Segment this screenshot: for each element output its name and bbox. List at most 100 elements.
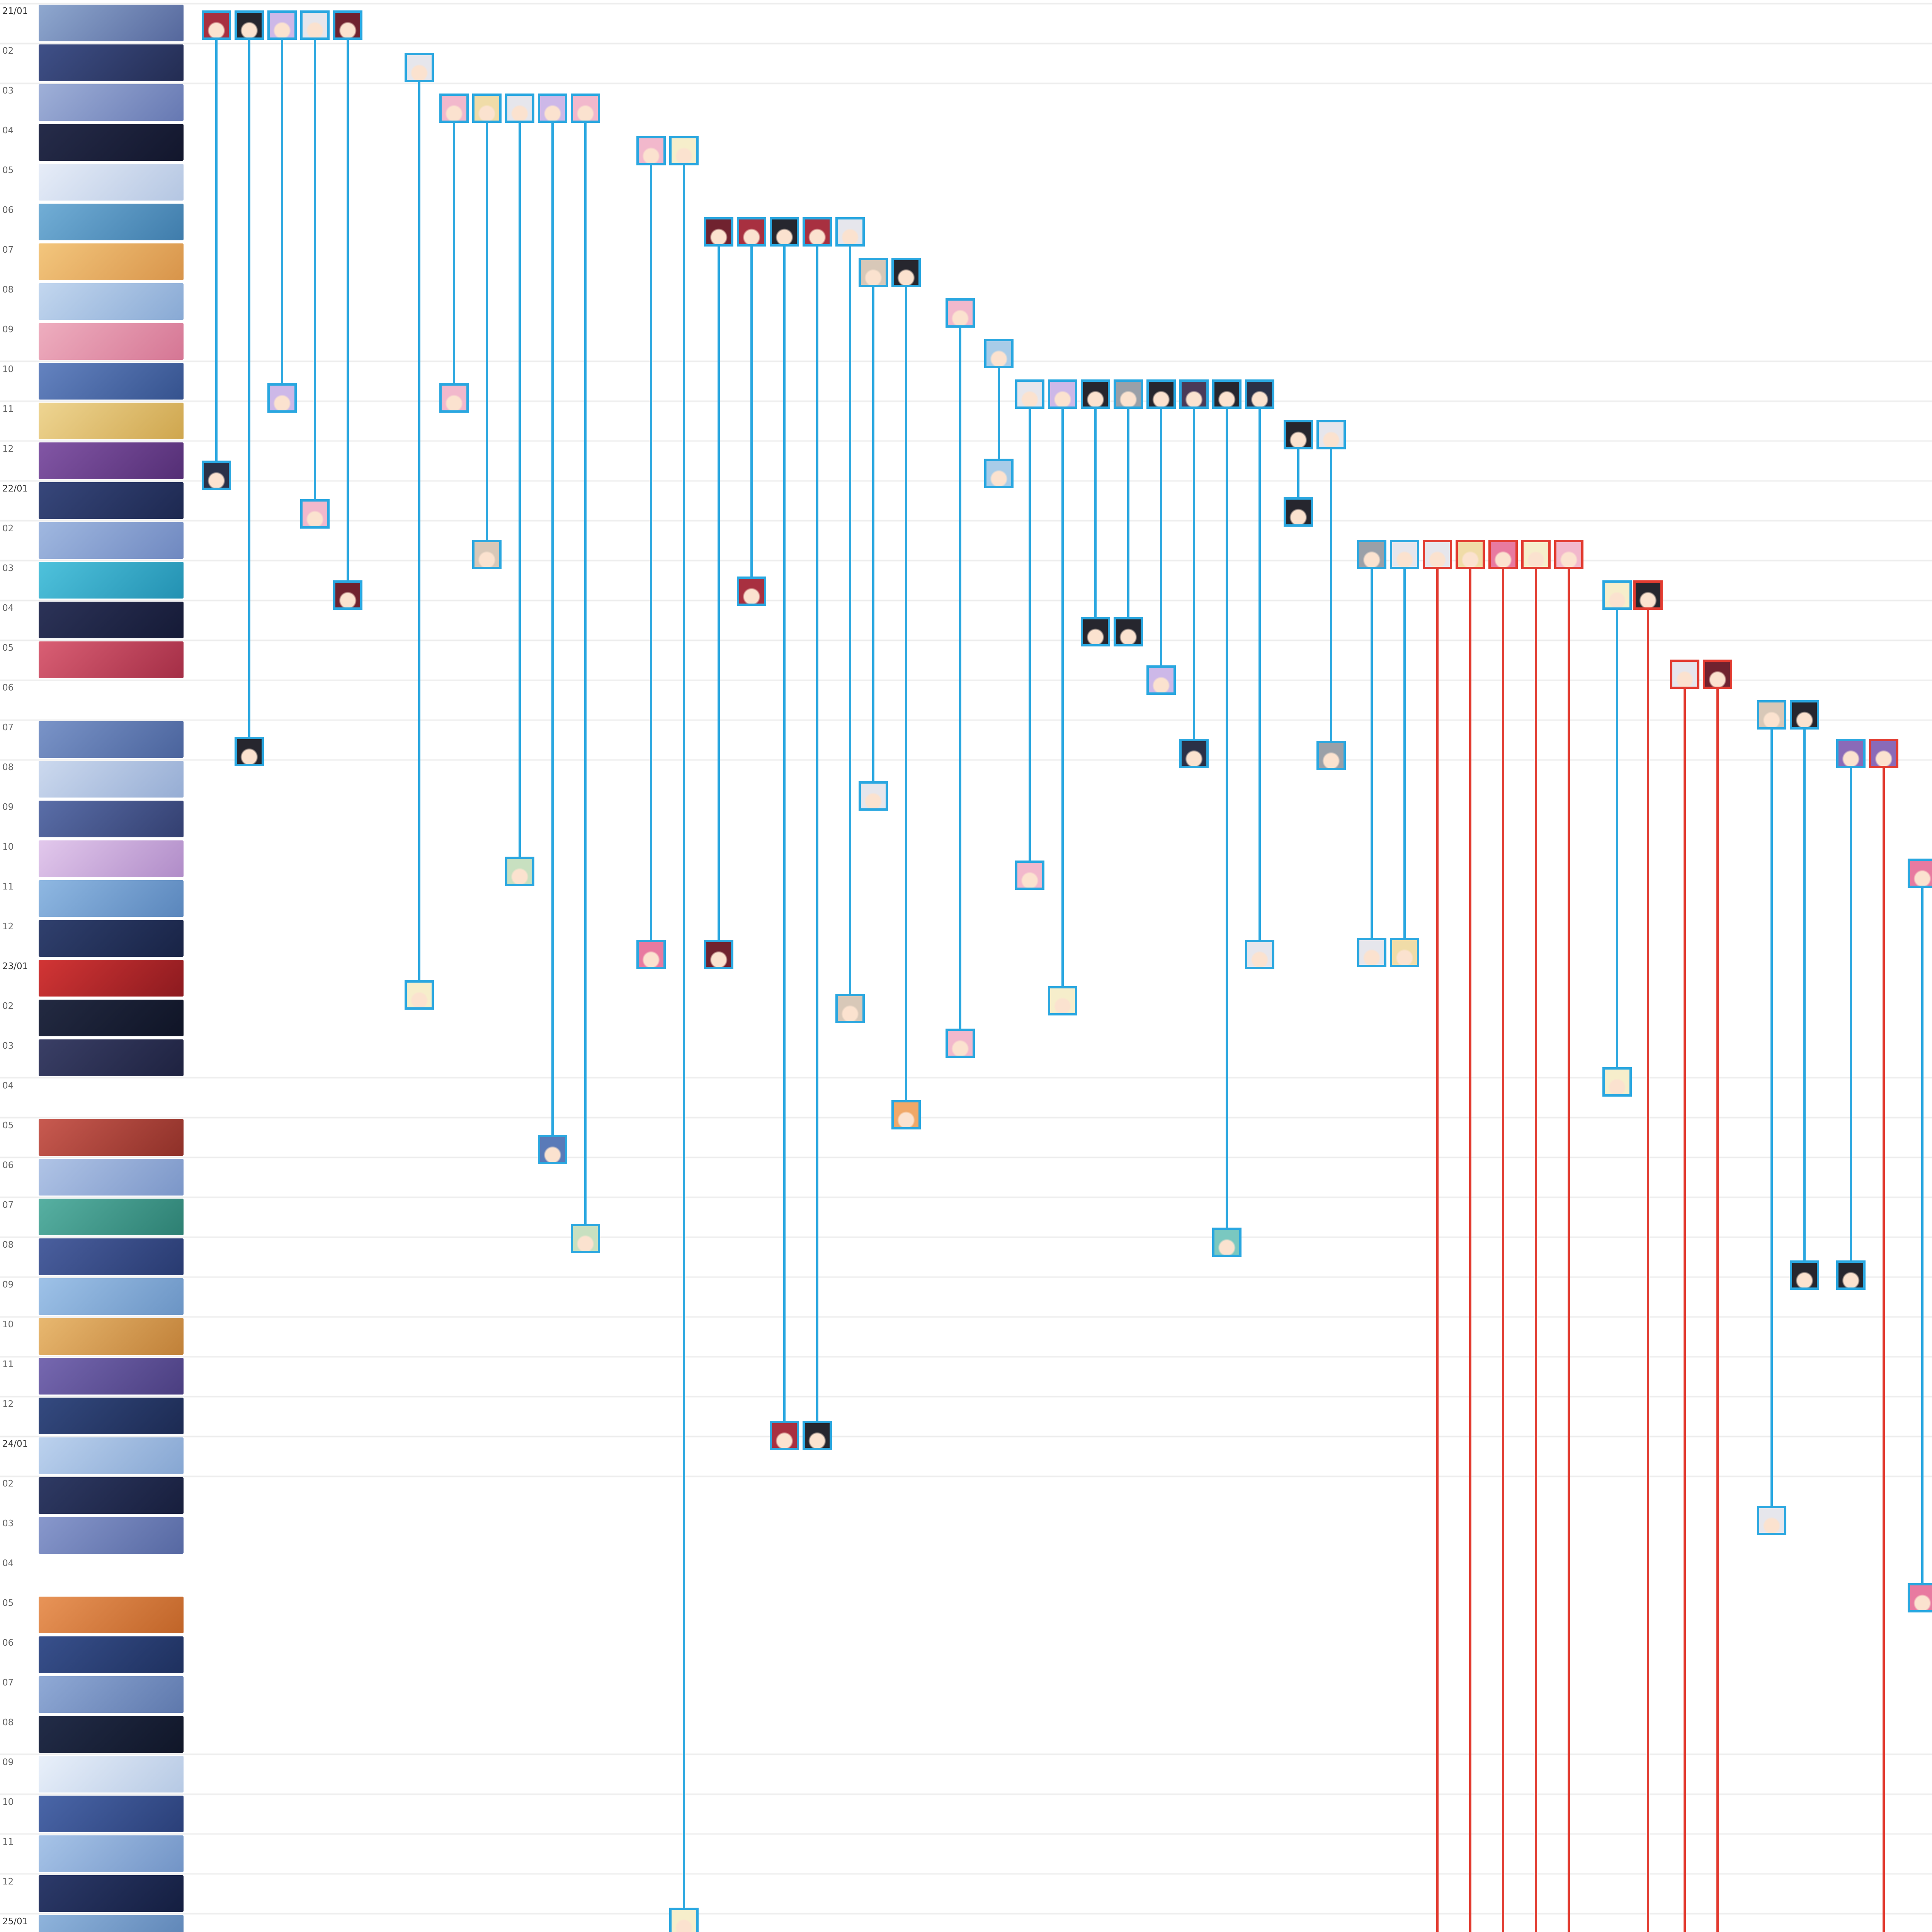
- avatar-node[interactable]: [1357, 540, 1386, 569]
- avatar-node[interactable]: [235, 10, 264, 40]
- avatar-node[interactable]: [472, 94, 502, 123]
- avatar-node[interactable]: [1390, 540, 1419, 569]
- stream-thumbnail[interactable]: [39, 1159, 184, 1196]
- avatar-node[interactable]: [1390, 938, 1419, 967]
- avatar-node[interactable]: [704, 217, 733, 247]
- stream-thumbnail[interactable]: [39, 562, 184, 599]
- avatar-node[interactable]: [1179, 379, 1209, 409]
- avatar-node[interactable]: [1757, 1506, 1786, 1535]
- avatar-node[interactable]: [405, 980, 434, 1010]
- avatar-node[interactable]: [202, 461, 231, 490]
- avatar-node[interactable]: [1114, 617, 1143, 646]
- avatar-node[interactable]: [1146, 665, 1176, 695]
- stream-thumbnail[interactable]: [39, 323, 184, 360]
- avatar-node[interactable]: [1179, 739, 1209, 768]
- stream-thumbnail[interactable]: [39, 1636, 184, 1673]
- avatar-node[interactable]: [1081, 617, 1110, 646]
- avatar-node[interactable]: [300, 499, 330, 529]
- avatar-node[interactable]: [1212, 1228, 1242, 1257]
- stream-thumbnail[interactable]: [39, 522, 184, 559]
- avatar-node[interactable]: [835, 217, 865, 247]
- stream-thumbnail[interactable]: [39, 283, 184, 320]
- avatar-node[interactable]: [737, 217, 766, 247]
- avatar-node[interactable]: [1602, 580, 1632, 610]
- stream-thumbnail[interactable]: [39, 243, 184, 280]
- stream-thumbnail[interactable]: [39, 1597, 184, 1633]
- avatar-node[interactable]: [803, 217, 832, 247]
- stream-thumbnail[interactable]: [39, 721, 184, 758]
- avatar-node[interactable]: [669, 1908, 699, 1932]
- avatar-node[interactable]: [1316, 420, 1346, 449]
- avatar-node[interactable]: [538, 1135, 567, 1164]
- avatar-node[interactable]: [1456, 540, 1485, 569]
- stream-thumbnail[interactable]: [39, 1676, 184, 1713]
- stream-thumbnail[interactable]: [39, 44, 184, 81]
- stream-thumbnail[interactable]: [39, 442, 184, 479]
- stream-thumbnail[interactable]: [39, 801, 184, 837]
- avatar-node[interactable]: [859, 258, 888, 287]
- avatar-node[interactable]: [835, 994, 865, 1023]
- avatar-node[interactable]: [1015, 861, 1044, 890]
- stream-thumbnail[interactable]: [39, 761, 184, 798]
- avatar-node[interactable]: [1284, 497, 1313, 527]
- avatar-node[interactable]: [1245, 379, 1274, 409]
- avatar-node[interactable]: [803, 1421, 832, 1450]
- stream-thumbnail[interactable]: [39, 1039, 184, 1076]
- stream-thumbnail[interactable]: [39, 1199, 184, 1235]
- avatar-node[interactable]: [1048, 379, 1077, 409]
- avatar-node[interactable]: [1245, 940, 1274, 969]
- avatar-node[interactable]: [1869, 739, 1898, 768]
- avatar-node[interactable]: [1633, 580, 1663, 610]
- stream-thumbnail[interactable]: [39, 1756, 184, 1793]
- avatar-node[interactable]: [1836, 739, 1866, 768]
- avatar-node[interactable]: [737, 577, 766, 606]
- stream-thumbnail[interactable]: [39, 1318, 184, 1355]
- avatar-node[interactable]: [1212, 379, 1242, 409]
- avatar-node[interactable]: [946, 298, 975, 328]
- avatar-node[interactable]: [946, 1029, 975, 1058]
- avatar-node[interactable]: [439, 94, 469, 123]
- avatar-node[interactable]: [267, 10, 297, 40]
- stream-thumbnail[interactable]: [39, 363, 184, 400]
- stream-thumbnail[interactable]: [39, 1000, 184, 1036]
- avatar-node[interactable]: [1423, 540, 1452, 569]
- stream-thumbnail[interactable]: [39, 1119, 184, 1156]
- avatar-node[interactable]: [1284, 420, 1313, 449]
- stream-thumbnail[interactable]: [39, 84, 184, 121]
- avatar-node[interactable]: [704, 940, 733, 969]
- avatar-node[interactable]: [405, 53, 434, 82]
- stream-thumbnail[interactable]: [39, 1278, 184, 1315]
- avatar-node[interactable]: [770, 1421, 799, 1450]
- avatar-node[interactable]: [1908, 859, 1932, 888]
- stream-thumbnail[interactable]: [39, 960, 184, 997]
- stream-thumbnail[interactable]: [39, 1915, 184, 1932]
- avatar-node[interactable]: [1670, 660, 1699, 689]
- stream-thumbnail[interactable]: [39, 1437, 184, 1474]
- stream-thumbnail[interactable]: [39, 1716, 184, 1753]
- stream-thumbnail[interactable]: [39, 1875, 184, 1912]
- stream-thumbnail[interactable]: [39, 482, 184, 519]
- stream-thumbnail[interactable]: [39, 602, 184, 638]
- avatar-node[interactable]: [891, 1100, 921, 1129]
- avatar-node[interactable]: [1081, 379, 1110, 409]
- avatar-node[interactable]: [1146, 379, 1176, 409]
- avatar-node[interactable]: [1790, 1260, 1819, 1290]
- avatar-node[interactable]: [636, 136, 666, 165]
- avatar-node[interactable]: [1554, 540, 1583, 569]
- stream-thumbnail[interactable]: [39, 1477, 184, 1514]
- stream-thumbnail[interactable]: [39, 204, 184, 240]
- avatar-node[interactable]: [1757, 700, 1786, 730]
- avatar-node[interactable]: [1488, 540, 1518, 569]
- stream-thumbnail[interactable]: [39, 920, 184, 957]
- avatar-node[interactable]: [891, 258, 921, 287]
- avatar-node[interactable]: [1316, 741, 1346, 770]
- avatar-node[interactable]: [1521, 540, 1551, 569]
- avatar-node[interactable]: [267, 383, 297, 413]
- avatar-node[interactable]: [984, 339, 1014, 368]
- avatar-node[interactable]: [439, 383, 469, 413]
- avatar-node[interactable]: [1114, 379, 1143, 409]
- stream-thumbnail[interactable]: [39, 641, 184, 678]
- stream-thumbnail[interactable]: [39, 403, 184, 439]
- stream-thumbnail[interactable]: [39, 1358, 184, 1395]
- stream-thumbnail[interactable]: [39, 880, 184, 917]
